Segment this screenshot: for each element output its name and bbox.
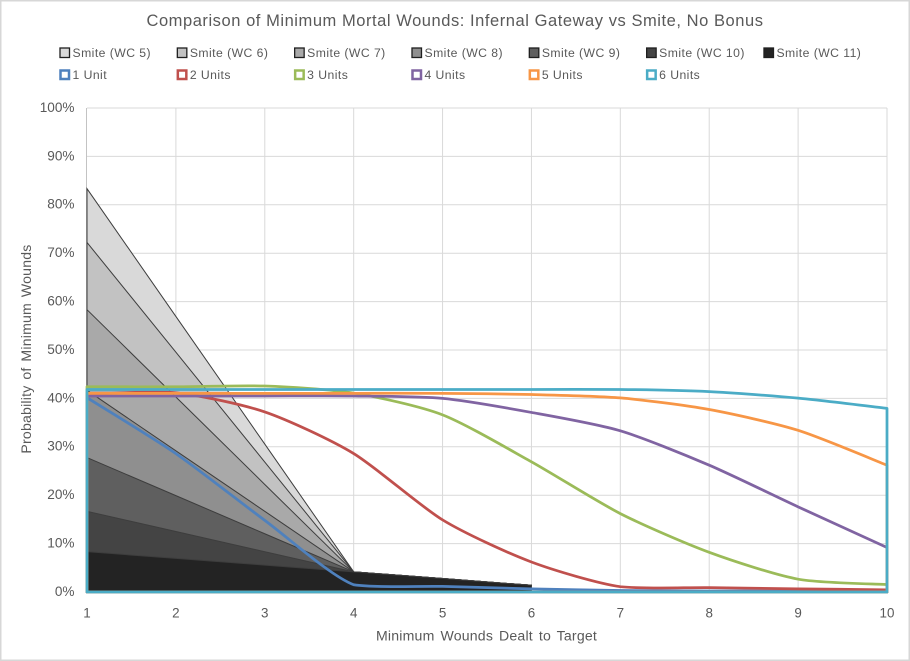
svg-text:0%: 0% <box>55 584 75 599</box>
svg-text:5: 5 <box>439 606 446 621</box>
svg-text:Smite (WC 6): Smite (WC 6) <box>190 46 269 60</box>
svg-text:100%: 100% <box>40 100 75 115</box>
svg-text:50%: 50% <box>47 342 74 357</box>
svg-text:2: 2 <box>172 606 179 621</box>
svg-text:4 Units: 4 Units <box>424 68 465 82</box>
svg-text:1 Unit: 1 Unit <box>73 68 108 82</box>
svg-text:20%: 20% <box>47 487 74 502</box>
svg-text:6 Units: 6 Units <box>659 68 700 82</box>
svg-text:10: 10 <box>880 606 895 621</box>
svg-text:6: 6 <box>528 606 535 621</box>
svg-text:3 Units: 3 Units <box>307 68 348 82</box>
svg-text:4: 4 <box>350 606 358 621</box>
svg-text:Smite (WC 11): Smite (WC 11) <box>776 46 861 60</box>
svg-text:Probability of Minimum Wounds: Probability of Minimum Wounds <box>18 244 34 453</box>
svg-text:Smite (WC 7): Smite (WC 7) <box>307 46 386 60</box>
svg-text:60%: 60% <box>47 294 74 309</box>
svg-text:3: 3 <box>261 606 268 621</box>
svg-text:Comparison of Minimum Mortal W: Comparison of Minimum Mortal Wounds: Inf… <box>146 12 763 30</box>
svg-text:7: 7 <box>617 606 624 621</box>
svg-text:5 Units: 5 Units <box>542 68 583 82</box>
svg-text:10%: 10% <box>47 536 74 551</box>
svg-text:9: 9 <box>794 606 801 621</box>
svg-text:2 Units: 2 Units <box>190 68 231 82</box>
svg-text:70%: 70% <box>47 245 74 260</box>
svg-text:Smite (WC 8): Smite (WC 8) <box>424 46 503 60</box>
svg-text:Smite (WC 9): Smite (WC 9) <box>542 46 621 60</box>
svg-text:40%: 40% <box>47 390 74 405</box>
svg-text:30%: 30% <box>47 439 74 454</box>
svg-text:Minimum Wounds Dealt to Target: Minimum Wounds Dealt to Target <box>376 628 597 644</box>
svg-text:90%: 90% <box>47 148 74 163</box>
svg-text:Smite (WC 10): Smite (WC 10) <box>659 46 745 60</box>
svg-text:Smite (WC 5): Smite (WC 5) <box>73 46 152 60</box>
svg-text:1: 1 <box>83 606 90 621</box>
svg-text:80%: 80% <box>47 197 74 212</box>
svg-text:8: 8 <box>705 606 712 621</box>
